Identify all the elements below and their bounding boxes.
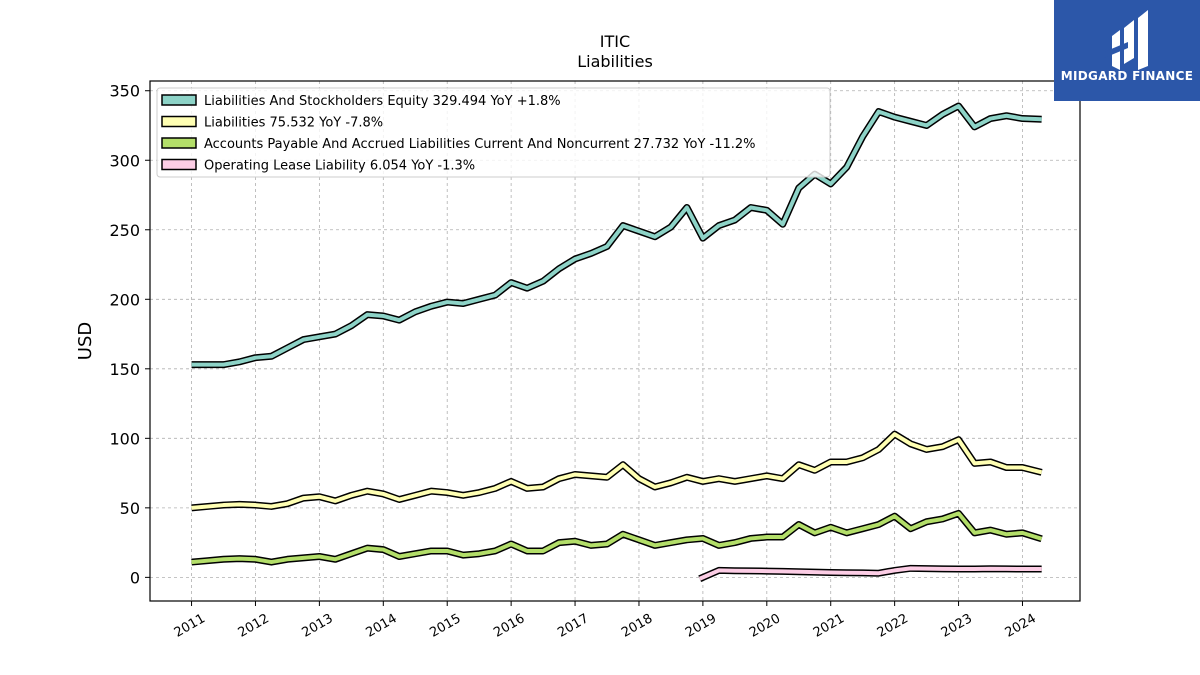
legend-item-0: Liabilities And Stockholders Equity 329.… [161,94,561,109]
legend-item-1: Liabilities 75.532 YoY -7.8% [161,115,383,131]
y-tick-label: 200 [109,290,140,309]
logo-text: MIDGARD FINANCE [1061,69,1193,83]
series-layer [191,102,1043,582]
legend-label: Liabilities And Stockholders Equity 329.… [204,94,561,109]
legend-swatch [161,115,197,128]
legend-box [156,87,831,178]
y-axis-label: USD [75,322,96,360]
plot-frame [149,80,1081,602]
y-tick-label: 100 [109,429,140,448]
series-line-0 [191,102,1042,369]
watermark-logo: MIDGARD FINANCE [1054,0,1200,101]
logo-mark-icon [1104,10,1148,70]
legend-label: Operating Lease Liability 6.054 YoY -1.3… [204,159,475,174]
y-tick-label: 50 [120,499,140,518]
legend-label: Liabilities 75.532 YoY -7.8% [204,116,383,131]
y-axis: 0 50 100 150 200 250 300 350 [109,82,150,587]
series-line-3 [698,564,1042,582]
y-tick-label: 0 [130,568,140,587]
series-stroke [191,104,1042,367]
chart-subtitle: Liabilities [577,52,653,71]
legend-swatch [161,94,197,106]
series-line-2 [191,509,1043,566]
legend: Liabilities And Stockholders Equity 329.… [156,87,831,178]
legend-item-3: Operating Lease Liability 6.054 YoY -1.3… [161,158,475,174]
y-tick-label: 150 [109,360,140,379]
y-tick-label: 350 [109,82,140,101]
series-stroke [191,511,1043,565]
y-tick-label: 300 [109,151,140,170]
legend-swatch [161,158,197,171]
legend-item-2: Accounts Payable And Accrued Liabilities… [161,137,756,152]
legend-swatch [161,137,197,149]
series-stroke [698,566,1042,581]
legend-label: Accounts Payable And Accrued Liabilities… [204,137,756,152]
series-stroke [191,432,1043,510]
chart-title: ITIC [600,32,630,51]
series-line-1 [191,430,1043,512]
y-tick-label: 250 [109,221,140,240]
